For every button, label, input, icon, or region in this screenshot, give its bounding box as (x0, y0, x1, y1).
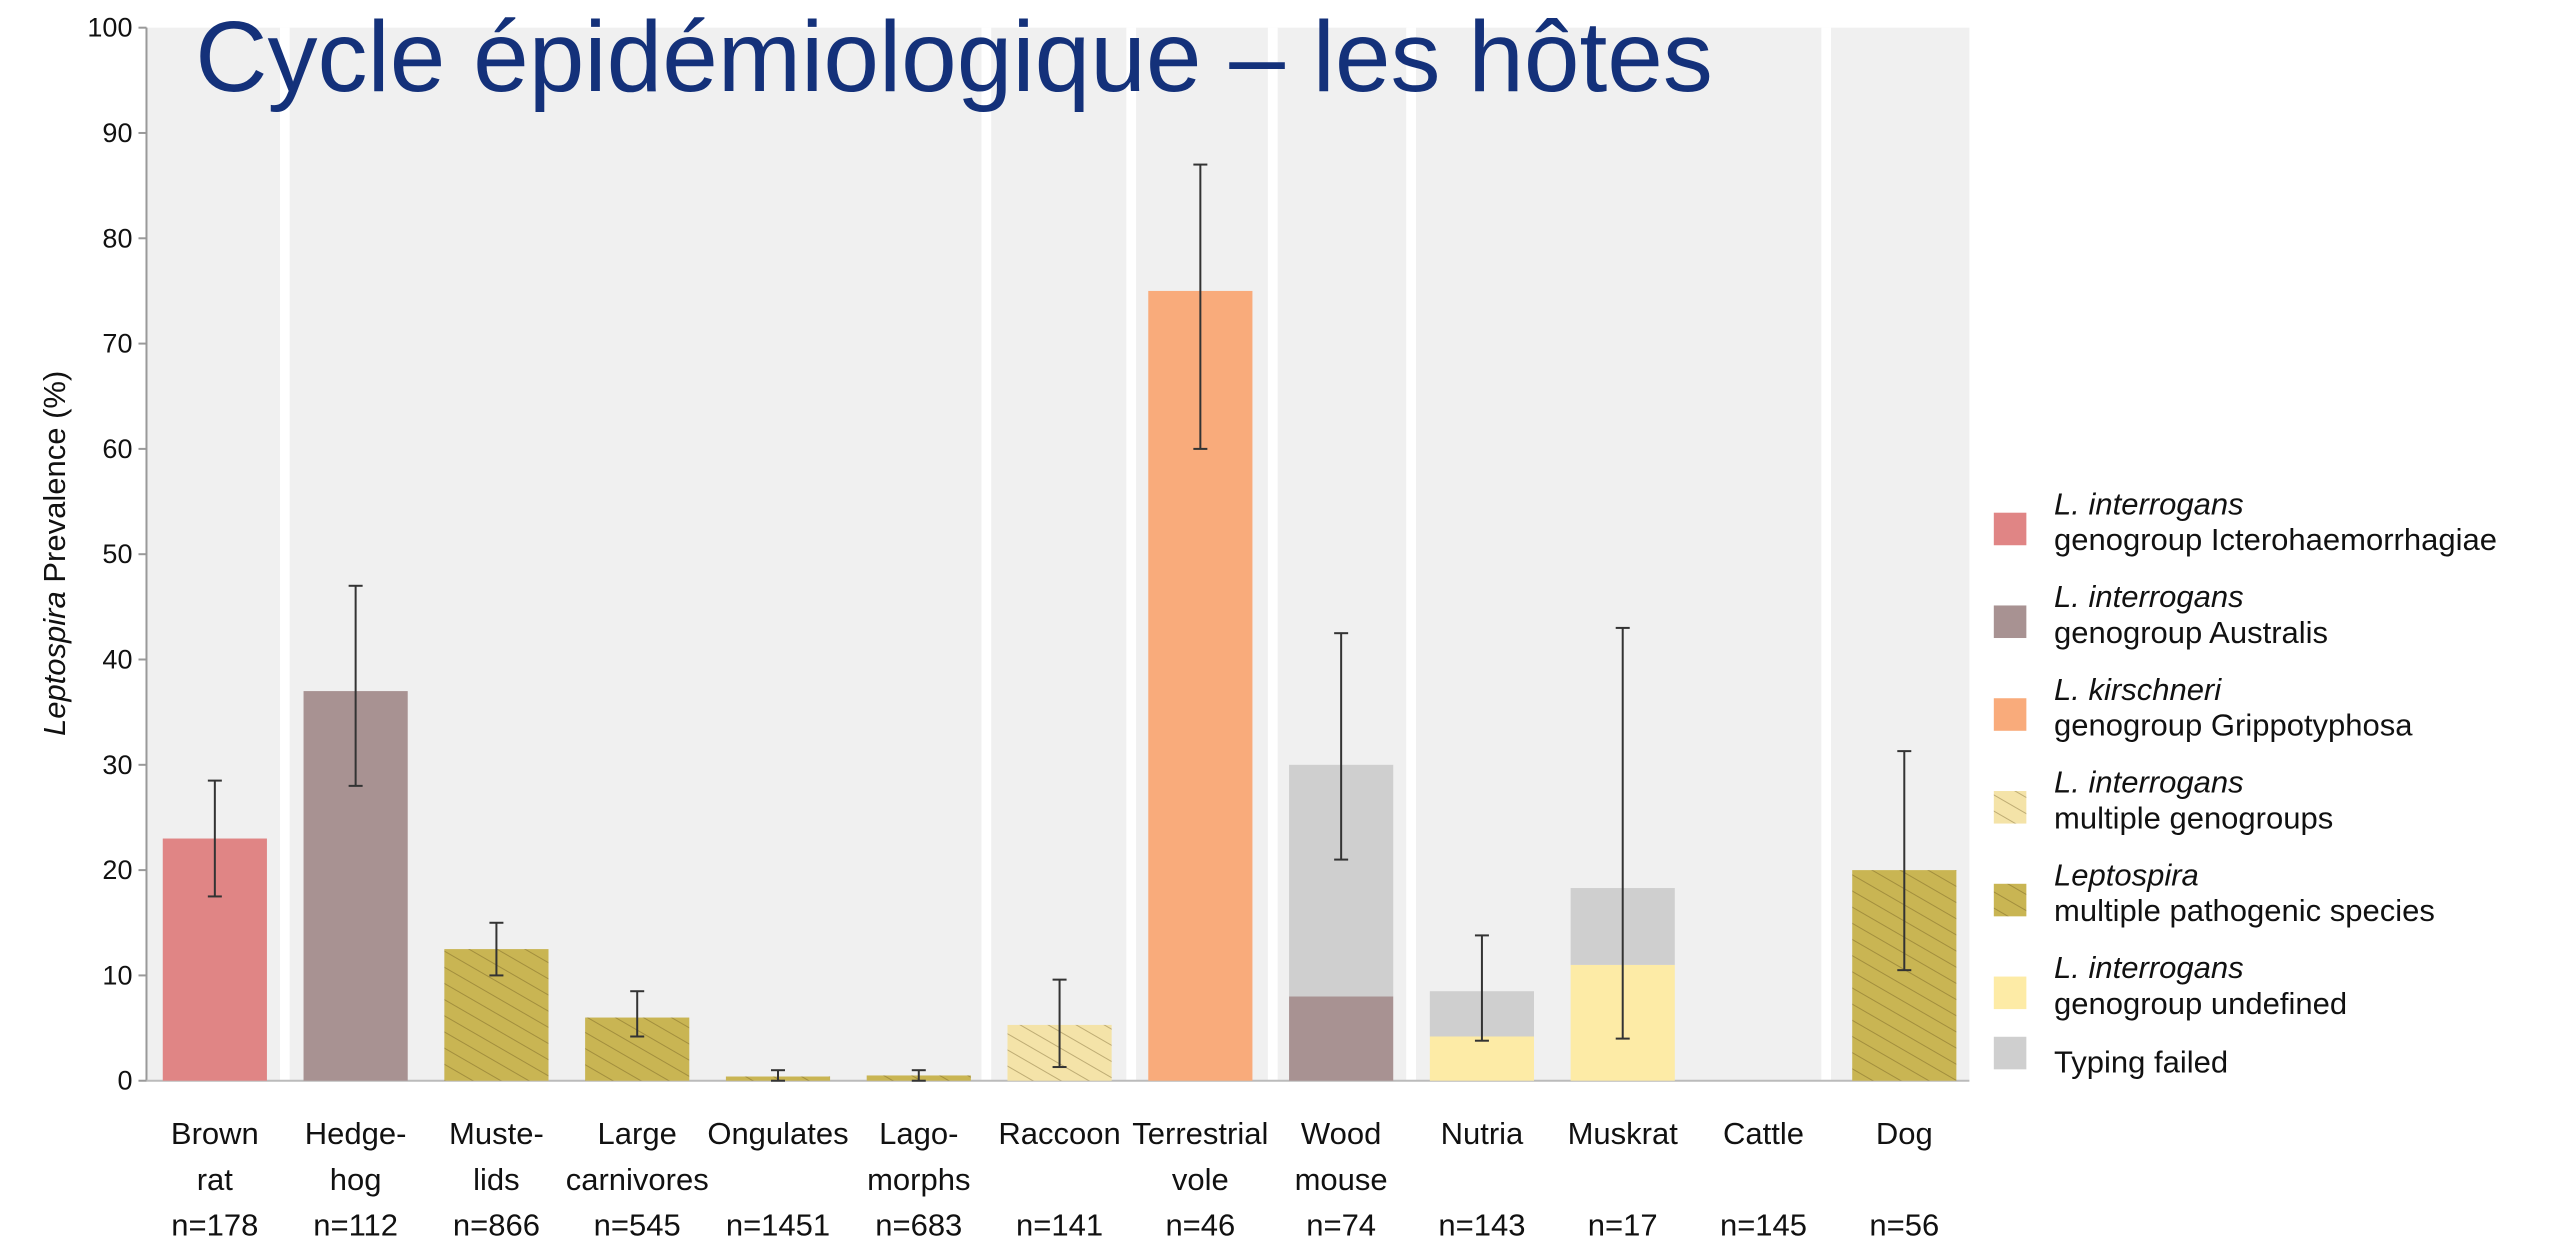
legend-label: genogroup Grippotyphosa (2054, 708, 2413, 743)
sample-size: n=683 (875, 1207, 962, 1241)
legend-swatch (1993, 605, 2027, 639)
group-separator (1821, 27, 1832, 1081)
y-tick-label: 100 (87, 13, 132, 43)
x-tick-label: Dog (1876, 1116, 1933, 1151)
legend-swatch (1993, 976, 2027, 1010)
legend-label: genogroup Icterohaemorrhagiae (2054, 522, 2497, 557)
sample-size: n=866 (453, 1207, 540, 1241)
x-tick-label: mouse (1295, 1162, 1388, 1197)
legend-label: L. interrogans (2054, 579, 2244, 614)
y-tick-label: 90 (102, 118, 132, 148)
legend-label: Leptospira (2054, 857, 2199, 892)
x-tick-label: hog (330, 1162, 382, 1197)
legend-label: genogroup undefined (2054, 986, 2347, 1021)
sample-size: n=141 (1016, 1207, 1103, 1241)
y-axis-label-text: Prevalence (%) (37, 371, 72, 583)
group-separator (1406, 27, 1417, 1081)
x-tick-label: Cattle (1723, 1116, 1804, 1151)
bar-segment (1429, 1036, 1535, 1081)
sample-size: n=143 (1438, 1207, 1525, 1241)
sample-size: n=56 (1869, 1207, 1939, 1241)
y-tick-label: 20 (102, 855, 132, 885)
y-tick-label: 60 (102, 434, 132, 464)
sample-size: n=145 (1720, 1207, 1807, 1241)
legend-swatch (1993, 512, 2027, 546)
x-tick-label: rat (197, 1162, 234, 1197)
group-separator (279, 27, 290, 1081)
y-tick-label: 30 (102, 750, 132, 780)
legend-label: L. interrogans (2054, 950, 2244, 985)
group-separator (981, 27, 992, 1081)
x-tick-label: lids (473, 1162, 520, 1197)
legend-label: multiple pathogenic species (2054, 893, 2435, 928)
sample-size: n=112 (313, 1207, 398, 1241)
plot-background (146, 27, 1970, 1081)
sample-size: n=74 (1306, 1207, 1376, 1241)
sample-size: n=17 (1588, 1207, 1658, 1241)
y-tick-label: 10 (102, 960, 132, 990)
legend-label: multiple genogroups (2054, 800, 2333, 835)
legend-label: L. interrogans (2054, 486, 2244, 521)
y-tick-label: 0 (117, 1066, 132, 1096)
x-tick-label: morphs (867, 1162, 970, 1197)
legend-swatch (1993, 791, 2027, 824)
legend-swatch (1993, 1036, 2027, 1070)
x-tick-label: Lago- (879, 1116, 958, 1151)
x-tick-label: Muskrat (1568, 1116, 1679, 1151)
y-tick-label: 80 (102, 223, 132, 253)
y-axis-label: Leptospira Prevalence (%) (37, 371, 72, 736)
sample-size: n=46 (1165, 1207, 1235, 1241)
legend-swatch (1993, 883, 2027, 917)
legend-label: L. kirschneri (2054, 672, 2222, 707)
group-separator (1267, 27, 1278, 1081)
x-tick-label: Wood (1301, 1116, 1381, 1151)
x-tick-label: Ongulates (707, 1116, 848, 1151)
x-tick-label: Terrestrial (1132, 1116, 1268, 1151)
x-tick-label: carnivores (566, 1162, 709, 1197)
y-tick-label: 40 (102, 645, 132, 675)
group-separator (1126, 27, 1137, 1081)
x-tick-label: vole (1172, 1162, 1229, 1197)
x-tick-label: Muste- (449, 1116, 544, 1151)
legend-swatch (1993, 698, 2027, 731)
x-tick-label: Hedge- (305, 1116, 407, 1151)
legend-label: L. interrogans (2054, 765, 2244, 800)
y-tick-label: 70 (102, 329, 132, 359)
legend-label: genogroup Australis (2054, 615, 2328, 650)
legend-label: Typing failed (2054, 1045, 2228, 1080)
x-tick-label: Raccoon (998, 1116, 1120, 1151)
x-tick-label: Nutria (1441, 1116, 1524, 1151)
x-tick-label: Brown (171, 1116, 259, 1151)
sample-size: n=1451 (726, 1207, 830, 1241)
bar-segment (1289, 996, 1394, 1081)
y-tick-label: 50 (102, 539, 132, 569)
y-axis-label-italic: Leptospira (37, 591, 72, 736)
x-tick-label: Large (598, 1116, 677, 1151)
chart-title: Cycle épidémiologique – les hôtes (195, 1, 1713, 113)
sample-size: n=178 (171, 1207, 258, 1241)
sample-size: n=545 (594, 1207, 681, 1241)
